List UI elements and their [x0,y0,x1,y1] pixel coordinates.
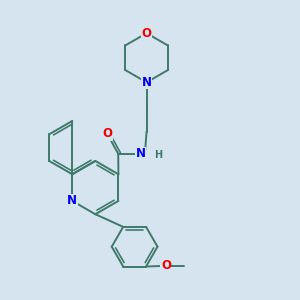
Text: O: O [102,128,112,140]
Text: N: N [67,194,77,207]
Text: N: N [136,147,146,160]
Text: H: H [154,151,162,160]
Text: O: O [142,27,152,40]
Text: N: N [142,76,152,89]
Text: O: O [161,259,171,272]
